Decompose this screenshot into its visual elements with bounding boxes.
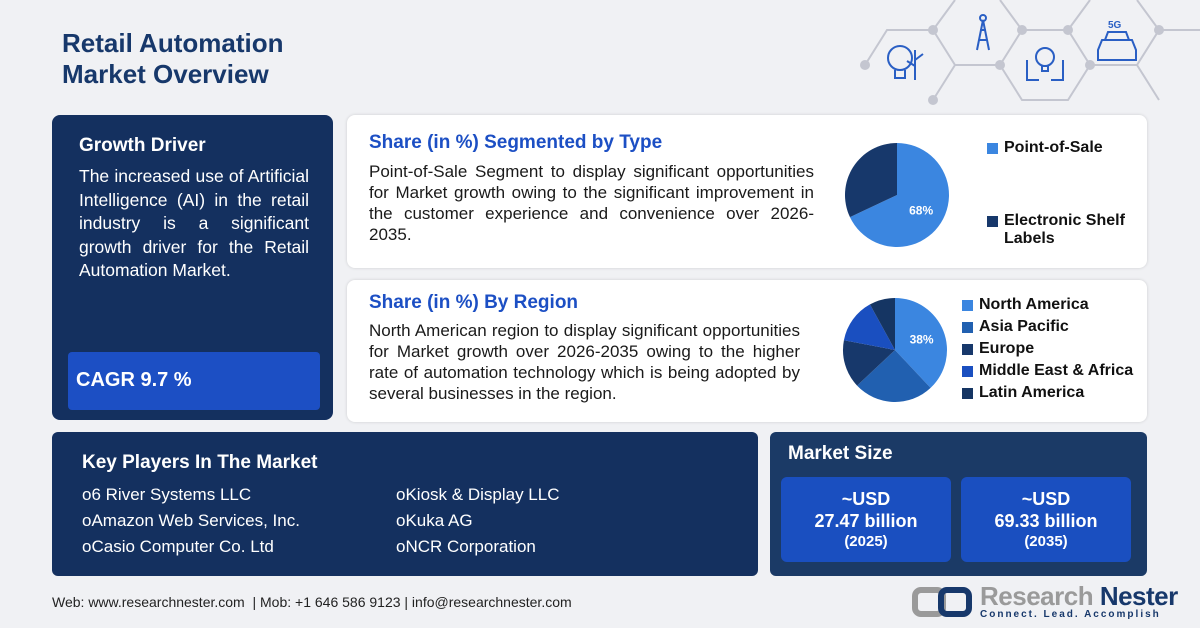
key-player-item: oNCR Corporation [396, 537, 536, 556]
growth-driver-text: The increased use of Artificial Intellig… [79, 166, 309, 280]
5g-car-icon [1097, 31, 1137, 61]
bullet-icon: o [396, 537, 406, 556]
market-size-2025: ~USD 27.47 billion (2025) [781, 477, 951, 562]
region-pie-chart: 38% [843, 298, 947, 402]
pie-slice-europe [843, 340, 895, 386]
pie-slice-electronic-shelf-labels [845, 143, 897, 218]
bullet-icon: o [82, 511, 92, 530]
key-players-heading: Key Players In The Market [82, 452, 318, 473]
type-pie-chart: 68% [845, 143, 949, 247]
research-nester-logo: Research Nester Connect. Lead. Accomplis… [912, 583, 1178, 620]
legend-swatch [962, 322, 973, 333]
hexagon-decoration: 5G [860, 0, 1200, 105]
cagr-badge: CAGR 9.7 % [68, 352, 320, 410]
logo-mark-icon [912, 586, 972, 617]
footer-contact: Web: www.researchnester.com | Mob: +1 64… [52, 594, 572, 610]
innovation-hands-icon [1026, 47, 1064, 81]
eco-energy-icon [887, 45, 924, 80]
pie-data-label: 68% [909, 203, 933, 217]
pie-slice-north-america [895, 298, 947, 388]
page-title: Retail Automation Market Overview [62, 28, 284, 89]
type-share-card: Share (in %) Segmented by Type Point-of-… [347, 115, 1147, 268]
pie-slice-latin-america [869, 298, 895, 350]
pie-slice-middle-east-africa [843, 304, 895, 350]
bullet-icon: o [82, 537, 92, 556]
key-players-panel: Key Players In The Market o6 River Syste… [52, 432, 758, 576]
market-size-2035: ~USD 69.33 billion (2035) [961, 477, 1131, 562]
type-card-text: Point-of-Sale Segment to display signifi… [369, 162, 814, 244]
legend-swatch [962, 388, 973, 399]
bullet-icon: o [82, 485, 92, 504]
legend-swatch [962, 344, 973, 355]
region-card-text: North American region to display signifi… [369, 321, 800, 403]
legend-electronic-shelf-labels: Electronic Shelf Labels [987, 212, 1137, 248]
growth-driver-panel: Growth Driver The increased use of Artif… [52, 115, 333, 420]
key-player-item: oAmazon Web Services, Inc. [82, 511, 300, 530]
key-player-item: o6 River Systems LLC [82, 485, 252, 504]
key-player-item: oCasio Computer Co. Ltd [82, 537, 274, 556]
market-size-heading: Market Size [788, 443, 893, 464]
legend-item: North America [962, 296, 1089, 314]
legend-swatch [987, 216, 998, 227]
legend-item: Asia Pacific [962, 318, 1069, 336]
market-size-panel: Market Size ~USD 27.47 billion (2025) ~USD… [770, 432, 1147, 576]
bullet-icon: o [396, 485, 406, 504]
pie-slice-asia-pacific [857, 350, 931, 402]
pie-slice-point-of-sale [849, 143, 949, 247]
bullet-icon: o [396, 511, 406, 530]
legend-swatch [962, 366, 973, 377]
pie-data-label: 38% [910, 332, 934, 346]
svg-text:5G: 5G [1108, 20, 1122, 31]
legend-swatch [962, 300, 973, 311]
growth-driver-heading: Growth Driver [79, 135, 206, 156]
legend-item: Europe [962, 340, 1034, 358]
legend-swatch [987, 143, 998, 154]
region-card-heading: Share (in %) By Region [369, 292, 579, 313]
region-share-card: Share (in %) By Region North American re… [347, 280, 1147, 422]
cell-tower-icon [976, 14, 990, 51]
legend-item: Latin America [962, 384, 1084, 402]
key-player-item: oKuka AG [396, 511, 473, 530]
legend-point-of-sale: Point-of-Sale [987, 139, 1103, 157]
legend-item: Middle East & Africa [962, 362, 1133, 380]
key-player-item: oKiosk & Display LLC [396, 485, 560, 504]
type-card-heading: Share (in %) Segmented by Type [369, 132, 663, 153]
